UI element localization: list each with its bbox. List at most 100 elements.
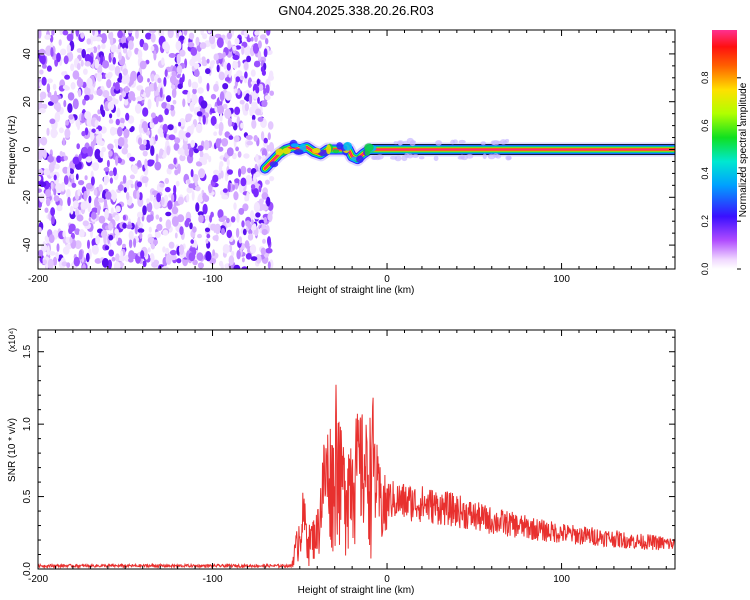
noise-speckle: [234, 37, 240, 45]
noise-speckle: [233, 264, 241, 269]
noise-speckle: [184, 147, 189, 157]
noise-speckle: [247, 233, 254, 241]
noise-speckle: [169, 249, 177, 256]
snr-y-ticks: 0.0 0.5 1.0 1.5: [22, 336, 675, 576]
noise-speckle: [258, 219, 266, 225]
x-tick-label: -200: [28, 274, 48, 285]
x-tick-label: -200: [28, 574, 48, 585]
noise-speckle: [43, 168, 51, 176]
noise-speckle: [197, 145, 204, 152]
x-tick-label: 100: [553, 274, 570, 285]
noise-speckle: [117, 30, 123, 39]
noise-speckle: [128, 230, 134, 240]
noise-speckle: [183, 30, 188, 36]
noise-speckle: [253, 135, 258, 142]
noise-speckle: [150, 145, 155, 156]
noise-speckle: [78, 229, 85, 238]
noise-speckle: [190, 123, 195, 131]
noise-speckle: [62, 137, 66, 146]
noise-speckle: [193, 69, 200, 77]
noise-speckle: [101, 43, 106, 50]
noise-speckle: [222, 103, 228, 109]
noise-speckle: [219, 161, 224, 168]
noise-speckle: [150, 73, 155, 82]
noise-speckle: [139, 144, 147, 151]
noise-speckle: [261, 192, 269, 200]
noise-speckle: [233, 202, 237, 211]
noise-speckle: [83, 68, 88, 75]
noise-speckle: [63, 175, 69, 185]
noise-speckle: [192, 88, 197, 95]
noise-speckle: [123, 128, 130, 139]
noise-speckle: [195, 36, 200, 46]
noise-speckle: [214, 223, 221, 235]
noise-speckle: [215, 138, 221, 149]
noise-speckle: [78, 153, 82, 162]
noise-speckle: [243, 153, 250, 159]
noise-speckle: [245, 135, 253, 140]
noise-speckle: [248, 229, 253, 235]
noise-speckle: [122, 47, 128, 54]
noise-speckle: [51, 215, 55, 225]
noise-speckle: [203, 139, 210, 151]
noise-speckle: [105, 191, 112, 200]
noise-speckle: [220, 263, 224, 269]
noise-speckle: [111, 256, 116, 262]
noise-speckle: [254, 30, 260, 36]
noise-speckle: [97, 197, 105, 203]
noise-speckle: [44, 50, 52, 56]
noise-speckle: [113, 139, 118, 144]
noise-speckle: [122, 243, 126, 249]
y-tick-label: 20: [22, 96, 33, 108]
colorbar-tick-label: 0.2: [700, 215, 710, 228]
noise-speckle: [195, 202, 200, 213]
noise-speckle: [72, 70, 80, 80]
spectrogram-y-ticks: -40 -20 0 20 40: [22, 29, 675, 270]
signal-blob: [343, 141, 353, 151]
noise-speckle: [167, 124, 174, 131]
noise-speckle: [246, 55, 252, 63]
noise-speckle: [72, 156, 80, 165]
noise-speckle: [126, 192, 130, 201]
noise-speckle: [133, 238, 137, 248]
noise-speckle: [42, 259, 47, 265]
noise-speckle: [245, 220, 251, 228]
noise-speckle: [40, 95, 43, 104]
spectrogram-x-label: Height of straight line (km): [298, 285, 415, 296]
noise-speckle: [108, 234, 114, 241]
noise-speckle: [190, 169, 194, 178]
noise-speckle: [159, 183, 165, 188]
noise-speckle: [237, 60, 241, 68]
noise-speckle: [47, 101, 54, 106]
noise-speckle: [114, 81, 120, 91]
noise-speckle: [128, 257, 134, 263]
noise-speckle: [97, 65, 103, 75]
noise-speckle: [201, 56, 206, 62]
noise-speckle: [247, 167, 252, 174]
noise-speckle: [196, 111, 203, 117]
noise-speckle: [257, 116, 264, 122]
noise-speckle: [107, 143, 114, 151]
noise-speckle: [168, 53, 176, 58]
noise-speckle: [186, 193, 190, 203]
noise-speckle: [84, 61, 91, 67]
noise-speckle: [94, 148, 101, 160]
noise-speckle: [158, 30, 163, 37]
signal-halo: [450, 139, 455, 145]
noise-speckle: [238, 207, 245, 215]
noise-speckle: [251, 114, 256, 121]
noise-speckle: [53, 195, 60, 202]
noise-speckle: [70, 82, 76, 90]
noise-speckle: [87, 201, 91, 213]
noise-speckle: [245, 93, 251, 102]
spectrogram-x-ticks: -200 -100 0 100: [28, 30, 667, 285]
noise-speckle: [104, 208, 109, 220]
signal-halo: [459, 154, 465, 159]
noise-speckle: [164, 186, 171, 193]
noise-speckle: [98, 184, 103, 192]
noise-speckle: [91, 244, 99, 255]
colorbar-tick-label: 0.8: [700, 72, 710, 85]
noise-speckle: [233, 191, 239, 201]
noise-speckle: [267, 261, 271, 269]
noise-speckle: [123, 187, 127, 193]
